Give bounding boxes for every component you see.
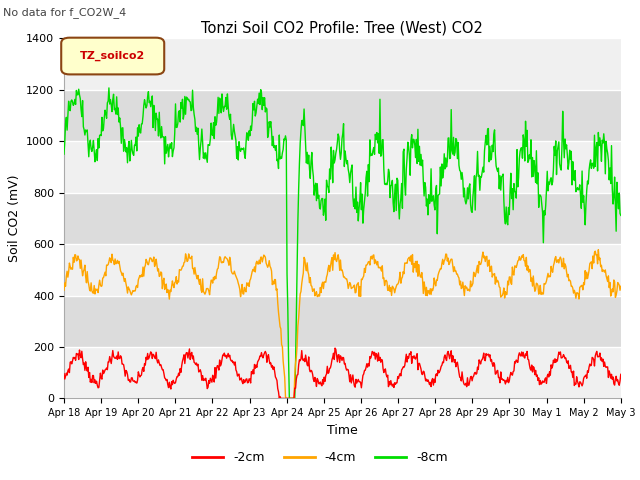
Text: TZ_soilco2: TZ_soilco2 [80, 51, 145, 61]
FancyBboxPatch shape [61, 37, 164, 74]
Bar [64, 90, 621, 141]
Y-axis label: Soil CO2 (mV): Soil CO2 (mV) [8, 175, 20, 262]
Bar [64, 347, 621, 398]
Bar [64, 192, 621, 244]
X-axis label: Time: Time [327, 424, 358, 437]
Legend: -2cm, -4cm, -8cm: -2cm, -4cm, -8cm [187, 446, 453, 469]
Bar [64, 296, 621, 347]
Bar [64, 141, 621, 192]
Bar [64, 244, 621, 296]
Title: Tonzi Soil CO2 Profile: Tree (West) CO2: Tonzi Soil CO2 Profile: Tree (West) CO2 [202, 21, 483, 36]
Bar [64, 38, 621, 90]
Text: No data for f_CO2W_4: No data for f_CO2W_4 [3, 7, 127, 18]
